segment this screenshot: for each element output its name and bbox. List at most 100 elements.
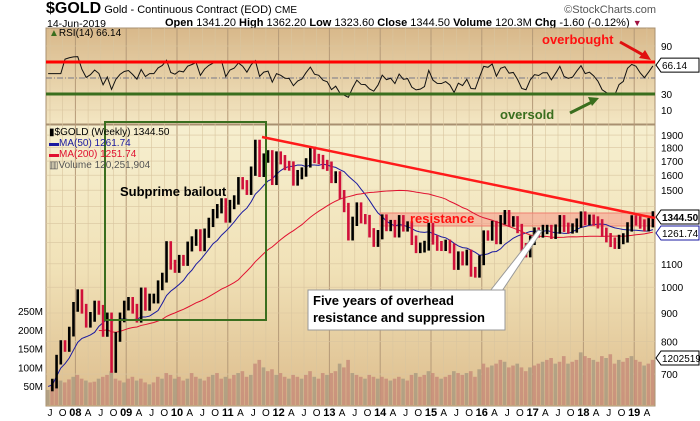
y-tick-label: 1900 bbox=[661, 131, 684, 142]
oversold-arrow bbox=[569, 100, 593, 115]
x-tick-label: J bbox=[98, 408, 103, 419]
subprime-label: Subprime bailout bbox=[120, 184, 227, 199]
volume-bar bbox=[621, 361, 625, 405]
volume-bar bbox=[595, 361, 600, 405]
volume-value-tag: 1202519 bbox=[662, 354, 700, 365]
volume-bar bbox=[557, 361, 562, 405]
close-label: Close bbox=[377, 17, 408, 29]
x-tick-label: 17 bbox=[526, 407, 538, 419]
volume-tick-label: 150M bbox=[18, 345, 43, 356]
x-tick-label: A bbox=[339, 408, 346, 419]
volume-bar bbox=[270, 369, 274, 405]
volume-bar bbox=[303, 374, 308, 405]
x-tick-label: J bbox=[454, 408, 459, 419]
high-value: 1362.20 bbox=[266, 17, 307, 29]
volume-bar bbox=[549, 358, 553, 405]
x-tick-label: A bbox=[440, 408, 447, 419]
volume-bar bbox=[206, 376, 211, 405]
volume-bar bbox=[215, 373, 219, 405]
volume-bar bbox=[210, 374, 215, 405]
volume-bar bbox=[62, 382, 67, 405]
volume-bar bbox=[113, 378, 118, 405]
volume-bar bbox=[633, 359, 638, 405]
x-tick-label: J bbox=[251, 408, 256, 419]
volume-bar bbox=[164, 373, 169, 405]
x-tick-label: A bbox=[593, 408, 600, 419]
volume-bar bbox=[519, 367, 524, 405]
volume-bar bbox=[536, 363, 541, 405]
volume-bar bbox=[337, 363, 342, 405]
volume-bar bbox=[350, 373, 355, 405]
volume-bar bbox=[198, 378, 202, 405]
x-tick-label: O bbox=[567, 408, 575, 419]
x-tick-label: A bbox=[542, 408, 549, 419]
volume-tick-label: 200M bbox=[18, 326, 43, 337]
ma200-line bbox=[98, 189, 653, 333]
x-tick-label: A bbox=[644, 408, 651, 419]
volume-bar bbox=[143, 382, 147, 405]
volume-bar bbox=[574, 359, 579, 405]
volume-bar bbox=[591, 359, 596, 405]
volume-value-tag-box bbox=[655, 350, 700, 366]
y-tick-label: 1100 bbox=[661, 260, 683, 271]
volume-bar bbox=[244, 376, 249, 405]
x-tick-label: 16 bbox=[476, 407, 488, 419]
volume-bar bbox=[498, 359, 503, 405]
volume-bar bbox=[236, 373, 240, 405]
x-tick-label: O bbox=[160, 408, 168, 419]
y-tick-label: 1700 bbox=[661, 157, 684, 168]
volume-bar bbox=[257, 359, 262, 405]
price-panel bbox=[45, 124, 656, 407]
rsi-tick-label: 30 bbox=[661, 90, 673, 101]
watermark: ©StockCharts.com bbox=[564, 4, 656, 16]
volume-bar bbox=[401, 378, 405, 405]
y-tick-label: 1500 bbox=[661, 186, 684, 197]
x-tick-label: J bbox=[48, 408, 53, 419]
volume-bar bbox=[58, 380, 63, 405]
x-tick-label: O bbox=[211, 408, 219, 419]
oversold-label: oversold bbox=[500, 107, 555, 122]
volume-bar bbox=[88, 382, 92, 405]
volume-bar bbox=[388, 380, 393, 405]
volume-bar bbox=[342, 367, 346, 405]
volume-value: 120.3M bbox=[495, 17, 532, 29]
volume-bar bbox=[506, 367, 511, 405]
volume-bar bbox=[202, 380, 207, 405]
volume-bar bbox=[464, 373, 469, 405]
open-value: 1341.20 bbox=[196, 17, 236, 29]
subprime-box bbox=[104, 121, 267, 321]
x-tick-label: O bbox=[364, 408, 372, 419]
volume-bar bbox=[219, 378, 224, 405]
legend-price-text: $GOLD (Weekly) 1344.50 bbox=[54, 127, 170, 138]
volume-bar bbox=[134, 380, 139, 405]
volume-bar bbox=[265, 371, 270, 405]
x-tick-label: J bbox=[352, 408, 357, 419]
volume-tick-label: 50M bbox=[24, 382, 43, 393]
volume-bar bbox=[117, 380, 122, 405]
volume-bar bbox=[515, 363, 520, 405]
volume-bar bbox=[189, 373, 194, 405]
volume-bar bbox=[130, 376, 135, 405]
volume-bar bbox=[532, 365, 536, 405]
volume-bar bbox=[561, 356, 566, 405]
volume-bar bbox=[452, 371, 456, 405]
y-tick-label: 1000 bbox=[661, 283, 684, 294]
volume-bar bbox=[426, 371, 431, 405]
volume-bar bbox=[629, 356, 634, 405]
low-value: 1323.60 bbox=[334, 17, 375, 29]
volume-bar bbox=[435, 376, 439, 405]
rsi-legend-text: RSI(14) 66.14 bbox=[58, 28, 122, 39]
volume-bar bbox=[363, 378, 367, 405]
x-tick-label: 19 bbox=[628, 407, 640, 419]
bar-icon: ▮ bbox=[49, 127, 55, 138]
volume-bar bbox=[528, 367, 532, 405]
volume-bar bbox=[333, 371, 338, 405]
volume-bar bbox=[430, 373, 435, 405]
x-tick-label: O bbox=[516, 408, 524, 419]
volume-bar bbox=[502, 361, 507, 405]
volume-bar bbox=[46, 389, 50, 405]
x-tick-label: A bbox=[288, 408, 295, 419]
high-label: High bbox=[239, 17, 264, 29]
